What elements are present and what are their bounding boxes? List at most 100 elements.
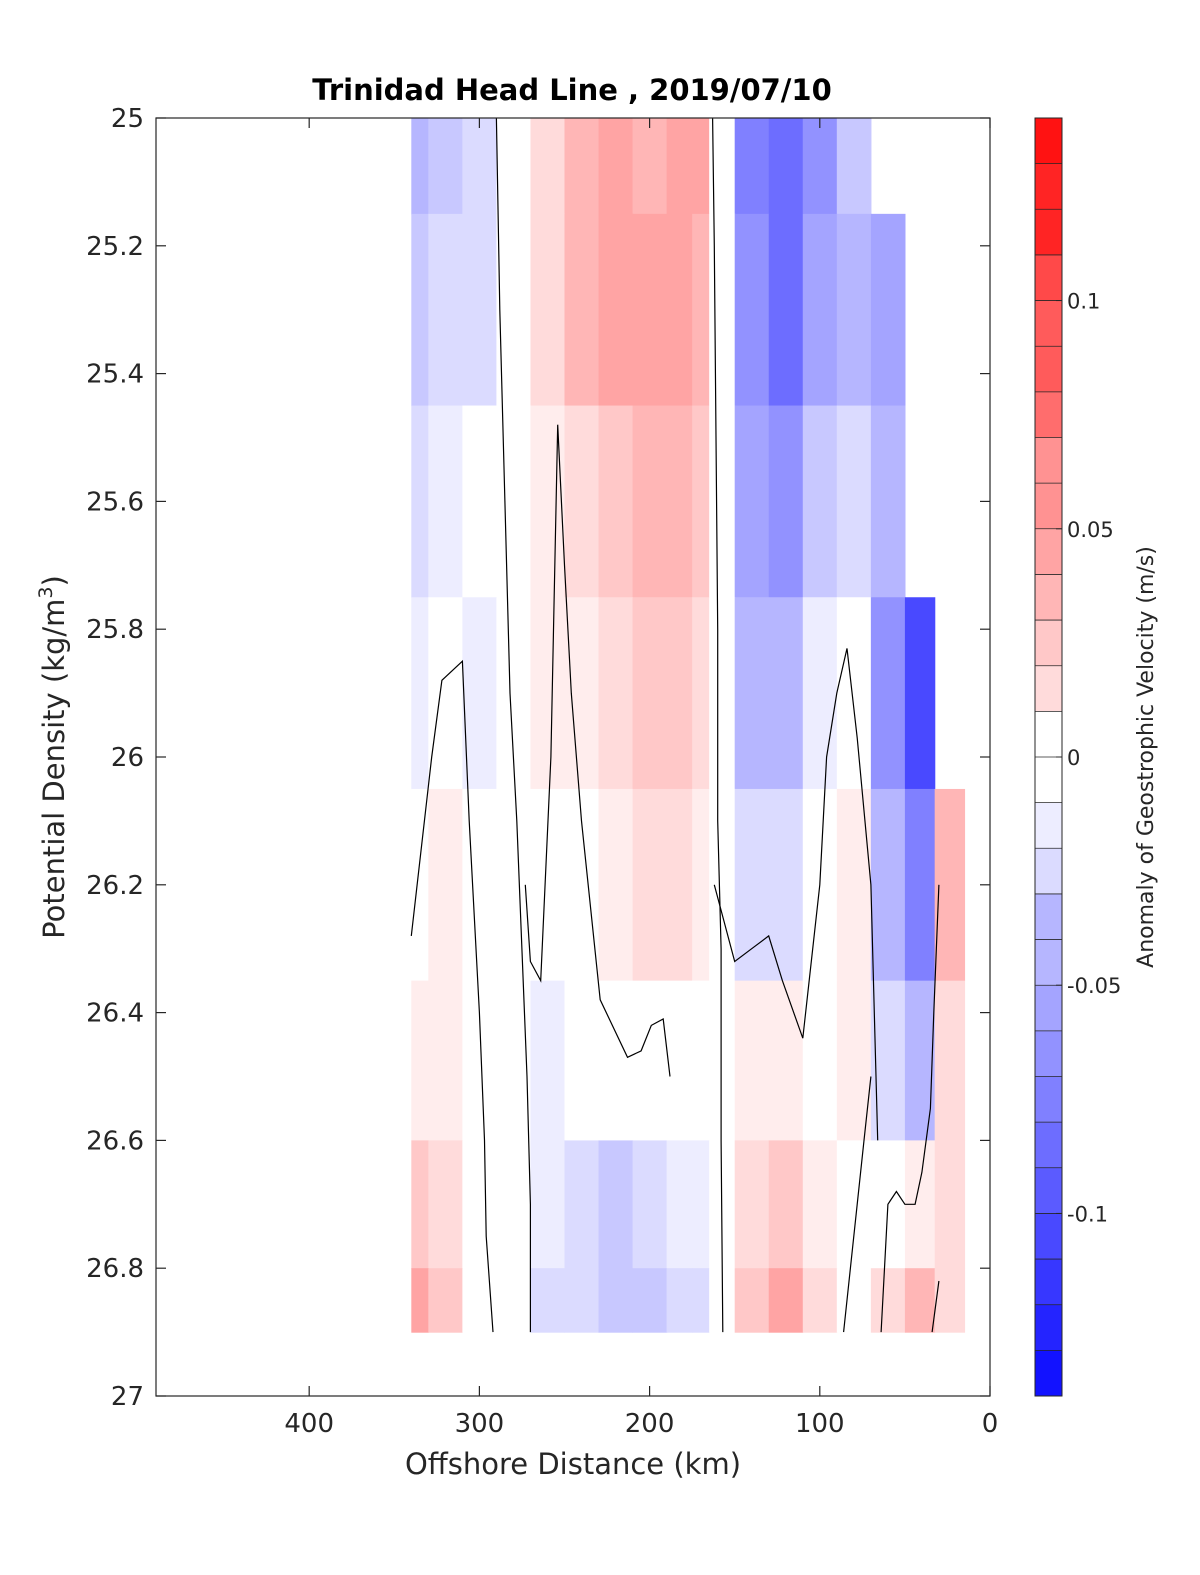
heatmap-cell xyxy=(870,1268,906,1333)
heatmap-cell xyxy=(564,1268,600,1333)
heatmap-cell xyxy=(496,405,532,598)
heatmap-cell xyxy=(428,405,463,598)
heatmap-cell xyxy=(870,213,906,407)
zero-contour-line xyxy=(931,1280,940,1333)
zero-contour-line xyxy=(410,659,494,1333)
heatmap-cell xyxy=(836,118,872,215)
heatmap-cell xyxy=(632,1268,668,1333)
heatmap-cell xyxy=(530,597,566,790)
heatmap-cell xyxy=(462,118,498,215)
heatmap-cell xyxy=(598,980,634,1141)
y-tick-label: 26.6 xyxy=(86,1126,144,1156)
zero-contour-line xyxy=(524,424,671,1077)
heatmap-cell xyxy=(768,118,804,215)
heatmap-cell xyxy=(692,118,710,215)
heatmap-cell xyxy=(904,980,936,1141)
heatmap-cell xyxy=(462,213,498,407)
x-tick-label: 300 xyxy=(455,1409,505,1439)
heatmap-cell xyxy=(768,213,804,407)
heatmap-cell xyxy=(411,597,429,790)
heatmap-cell xyxy=(734,1140,770,1269)
x-axis-label: Offshore Distance (km) xyxy=(405,1447,741,1481)
y-axis-ticks: 25 25.2 25.4 25.6 25.8 26 26.2 26.4 26.6 26.8 27 xyxy=(86,104,990,1412)
heatmap-cell xyxy=(692,1268,710,1333)
heatmap-cell xyxy=(632,405,668,598)
heatmap-cell xyxy=(632,597,668,790)
heatmap-cell xyxy=(530,980,566,1141)
heatmap-cell xyxy=(836,1268,872,1333)
heatmap-cell xyxy=(836,597,872,790)
colorbar-segment xyxy=(1035,1167,1062,1214)
heatmap-cell xyxy=(836,213,872,407)
colorbar-segment xyxy=(1035,163,1062,210)
heatmap-cell xyxy=(934,788,966,982)
heatmap-cell xyxy=(496,1140,532,1269)
heatmap-cell xyxy=(734,1268,770,1333)
heatmap-cell xyxy=(734,980,770,1141)
heatmap-cell xyxy=(428,118,463,215)
heatmap-cell xyxy=(692,788,710,982)
colorbar-label: Anomaly of Geostrophic Velocity (m/s) xyxy=(1134,546,1159,968)
y-tick-label: 25.4 xyxy=(86,360,144,390)
heatmap-cell xyxy=(734,118,770,215)
colorbar-segment xyxy=(1035,848,1062,895)
heatmap-cell xyxy=(768,1268,804,1333)
heatmap-cell xyxy=(411,118,429,215)
heatmap-cell xyxy=(428,1268,463,1333)
colorbar-segment xyxy=(1035,1259,1062,1306)
heatmap-cell xyxy=(666,1140,693,1269)
heatmap-cell xyxy=(692,213,710,407)
heatmap-cell xyxy=(666,788,693,982)
heatmap-cell xyxy=(802,213,838,407)
y-axis-label: Potential Density (kg/m3) xyxy=(35,575,71,939)
heatmap-cell xyxy=(598,597,634,790)
colorbar-segment xyxy=(1035,893,1062,941)
heatmap-cell xyxy=(692,1140,710,1269)
heatmap-cell xyxy=(734,405,770,598)
heatmap-cell xyxy=(734,213,770,407)
heatmap-cell xyxy=(934,1140,966,1269)
heatmap-cell xyxy=(734,597,770,790)
heatmap-cell xyxy=(904,597,936,790)
colorbar-tick-label: -0.1 xyxy=(1067,1202,1108,1226)
heatmap-cell xyxy=(564,213,600,407)
heatmap-cell xyxy=(632,980,668,1141)
colorbar-tick-label: 0 xyxy=(1067,746,1080,770)
colorbar-segment xyxy=(1035,1030,1062,1077)
x-axis-ticks: 400 300 200 100 0 xyxy=(284,118,998,1439)
heatmap-cell xyxy=(496,980,532,1141)
y-tick-label: 25.6 xyxy=(86,487,144,517)
colorbar-segment xyxy=(1035,391,1062,438)
heatmap-cell xyxy=(904,1268,936,1333)
heatmap-cell xyxy=(411,980,429,1141)
zero-contour-line xyxy=(712,118,724,1333)
heatmap-cell xyxy=(666,980,693,1141)
heatmap-cell xyxy=(530,213,566,407)
colorbar-segment xyxy=(1035,254,1062,302)
heatmap-cell xyxy=(768,788,804,982)
heatmap-cell xyxy=(709,597,736,790)
colorbar-segment xyxy=(1035,528,1062,575)
y-tick-label: 26 xyxy=(111,743,144,773)
heatmap-cell xyxy=(666,1268,693,1333)
heatmap-cell xyxy=(709,213,736,407)
y-tick-label: 26.2 xyxy=(86,871,144,901)
colorbar-ticks: 0.1 0.05 0 -0.05 -0.1 xyxy=(1056,290,1121,1226)
heatmap-cell xyxy=(802,980,838,1141)
heatmap-cell xyxy=(768,405,804,598)
heatmap-cell xyxy=(530,1268,566,1333)
y-tick-label: 27 xyxy=(111,1382,144,1412)
heatmap-cell xyxy=(428,980,463,1141)
colorbar-tick-label: 0.05 xyxy=(1067,518,1114,542)
heatmap-cell xyxy=(428,788,463,982)
colorbar-segment xyxy=(1035,757,1062,804)
heatmap-cell xyxy=(598,118,634,215)
heatmap-cell xyxy=(598,788,634,982)
heatmap-cell xyxy=(934,1268,966,1333)
y-tick-label: 25 xyxy=(111,104,144,134)
heatmap-cell xyxy=(496,118,532,215)
heatmap-cell xyxy=(462,1140,498,1269)
heatmap-cell xyxy=(802,405,838,598)
zero-contour-line xyxy=(843,1076,872,1333)
heatmap-cell xyxy=(632,213,668,407)
